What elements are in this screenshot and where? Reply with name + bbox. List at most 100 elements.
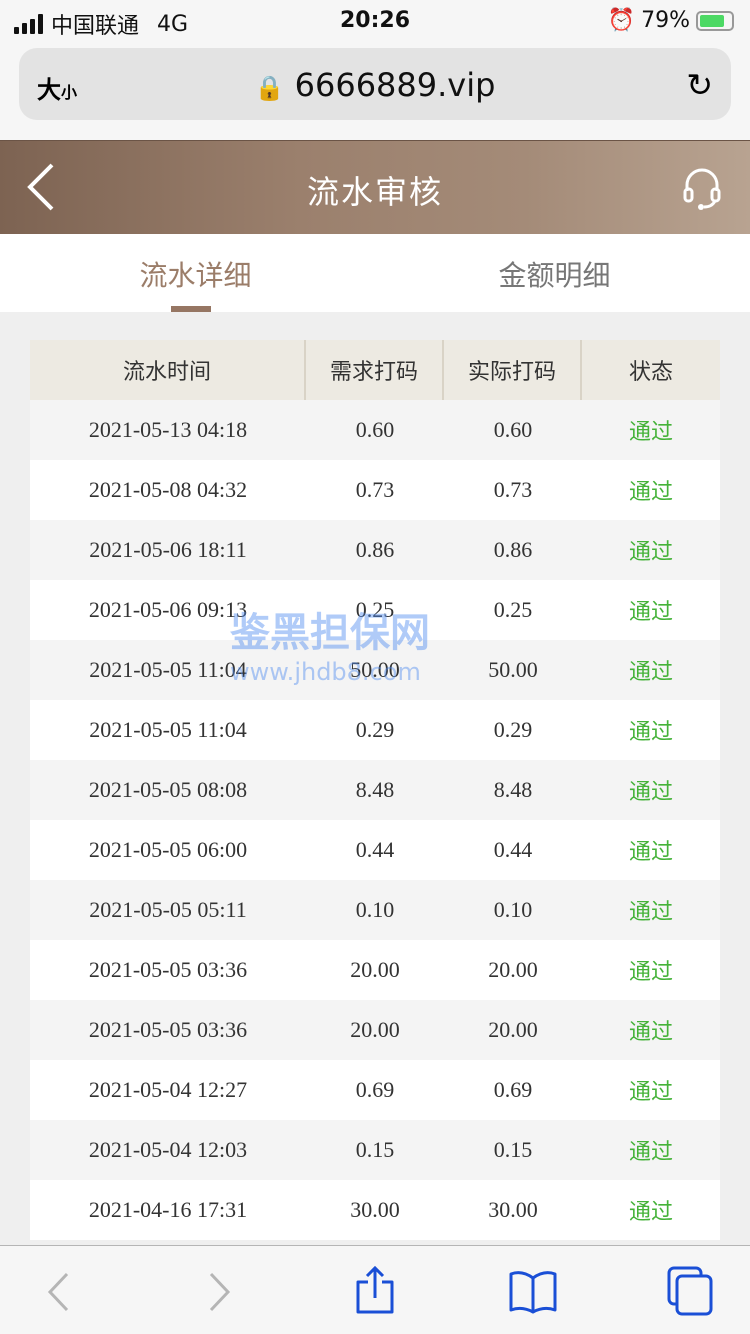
tab-flow-detail[interactable]: 流水详细 (139, 259, 252, 292)
status-cell: 通过 (628, 600, 673, 625)
actual-bet-cell: 0.86 (493, 537, 533, 562)
table-row: 2021-05-05 06:00 0.44 0.44 通过 (30, 820, 720, 880)
flow-time-cell: 2021-05-05 11:04 (89, 717, 247, 742)
flow-time-cell: 2021-05-04 12:27 (88, 1077, 248, 1102)
table-row: 2021-05-05 03:36 20.00 20.00 通过 (30, 1000, 720, 1060)
flow-table: 流水时间 需求打码 实际打码 状态 2021-05-13 04:18 0.60 0.… (30, 340, 720, 1240)
actual-bet-cell: 20.00 (488, 957, 538, 982)
status-cell: 通过 (628, 840, 673, 865)
required-bet-cell: 50.00 (350, 657, 400, 682)
actual-bet-cell: 0.25 (493, 597, 533, 622)
back-icon[interactable] (24, 161, 64, 213)
table-row: 2021-05-06 09:13 0.25 0.25 通过 (30, 580, 720, 640)
column-header: 流水时间 (30, 340, 306, 400)
required-bet-cell: 30.00 (350, 1197, 400, 1222)
flow-time-cell: 2021-05-05 05:11 (89, 897, 247, 922)
tabs-icon[interactable] (665, 1266, 715, 1316)
flow-time-cell: 2021-05-05 08:08 (88, 777, 248, 802)
customer-service-icon[interactable] (682, 165, 722, 211)
table-row: 2021-05-06 18:11 0.86 0.86 通过 (30, 520, 720, 580)
required-bet-cell: 0.60 (355, 417, 395, 442)
table-row: 2021-04-16 17:31 30.00 30.00 通过 (30, 1180, 720, 1240)
address-bar[interactable]: 大小 🔒 6666889.vip ↻ (19, 48, 731, 120)
required-bet-cell: 0.86 (355, 537, 395, 562)
network: 4G (157, 11, 189, 37)
url-text: 6666889.vip (294, 66, 496, 104)
required-bet-cell: 0.15 (355, 1137, 395, 1162)
flow-time-cell: 2021-04-16 17:31 (88, 1197, 248, 1222)
flow-time-cell: 2021-05-06 18:11 (89, 537, 247, 562)
table-row: 2021-05-05 08:08 8.48 8.48 通过 (30, 760, 720, 820)
tab-bar: 流水详细 金额明细 (0, 234, 750, 312)
text-size-large: 大 (37, 76, 61, 104)
status-cell: 通过 (628, 720, 673, 745)
actual-bet-cell: 0.60 (493, 417, 533, 442)
actual-bet-cell: 0.44 (493, 837, 533, 862)
actual-bet-cell: 50.00 (488, 657, 538, 682)
page-title: 流水审核 (306, 173, 443, 211)
flow-time-cell: 2021-05-04 12:03 (88, 1137, 248, 1162)
status-cell: 通过 (628, 960, 673, 985)
lock-icon: 🔒 (254, 74, 285, 102)
status-cell: 通过 (628, 660, 673, 685)
status-cell: 通过 (628, 540, 673, 565)
actual-bet-cell: 0.29 (493, 717, 533, 742)
status-cell: 通过 (628, 780, 673, 805)
required-bet-cell: 0.69 (355, 1077, 395, 1102)
browser-forward-icon[interactable] (194, 1266, 244, 1316)
alarm-icon: ⏰ (607, 8, 636, 33)
column-header: 实际打码 (444, 340, 582, 400)
page-header: 流水审核 (0, 140, 750, 234)
browser-toolbar (0, 1245, 750, 1334)
table-row: 2021-05-04 12:27 0.69 0.69 通过 (30, 1060, 720, 1120)
required-bet-cell: 0.10 (355, 897, 395, 922)
clock: 20:26 (339, 8, 411, 33)
status-cell: 通过 (628, 1140, 673, 1165)
required-bet-cell: 0.73 (355, 477, 395, 502)
table-row: 2021-05-13 04:18 0.60 0.60 通过 (30, 400, 720, 460)
flow-time-cell: 2021-05-08 04:32 (88, 477, 248, 502)
battery-icon (696, 10, 734, 31)
actual-bet-cell: 0.69 (493, 1077, 533, 1102)
actual-bet-cell: 8.48 (493, 777, 533, 802)
status-cell: 通过 (628, 420, 673, 445)
status-cell: 通过 (628, 480, 673, 505)
tab-amount-detail[interactable]: 金额明细 (498, 259, 611, 292)
status-cell: 通过 (628, 1020, 673, 1045)
flow-time-cell: 2021-05-05 03:36 (88, 957, 248, 982)
required-bet-cell: 20.00 (350, 957, 400, 982)
required-bet-cell: 0.29 (355, 717, 395, 742)
reload-icon[interactable]: ↻ (686, 66, 713, 104)
flow-time-cell: 2021-05-05 11:04 (89, 657, 247, 682)
active-tab-indicator (171, 306, 211, 312)
required-bet-cell: 0.25 (355, 597, 395, 622)
table-row: 2021-05-05 03:36 20.00 20.00 通过 (30, 940, 720, 1000)
table-row: 2021-05-05 11:04 50.00 50.00 通过 (30, 640, 720, 700)
table-header: 流水时间 需求打码 实际打码 状态 (30, 340, 720, 400)
flow-time-cell: 2021-05-06 09:13 (88, 597, 248, 622)
status-cell: 通过 (628, 1080, 673, 1105)
column-header: 状态 (628, 360, 673, 385)
actual-bet-cell: 0.73 (493, 477, 533, 502)
flow-time-cell: 2021-05-13 04:18 (88, 417, 248, 442)
actual-bet-cell: 0.10 (493, 897, 533, 922)
column-header: 需求打码 (306, 340, 444, 400)
carrier: 中国联通 (51, 14, 140, 39)
flow-time-cell: 2021-05-05 03:36 (88, 1017, 248, 1042)
required-bet-cell: 20.00 (350, 1017, 400, 1042)
text-size-small: 小 (61, 83, 78, 102)
status-cell: 通过 (628, 900, 673, 925)
actual-bet-cell: 0.15 (493, 1137, 533, 1162)
required-bet-cell: 0.44 (355, 837, 395, 862)
browser-back-icon[interactable] (34, 1266, 84, 1316)
status-cell: 通过 (628, 1200, 673, 1225)
text-size-button[interactable]: 大小 (37, 70, 77, 105)
signal-icon (14, 14, 43, 34)
status-bar: 中国联通 4G 20:26 ⏰ 79% (0, 0, 750, 44)
table-row: 2021-05-05 05:11 0.10 0.10 通过 (30, 880, 720, 940)
required-bet-cell: 8.48 (355, 777, 395, 802)
share-icon[interactable] (350, 1266, 400, 1316)
battery-percent: 79% (641, 8, 690, 33)
bookmarks-icon[interactable] (508, 1266, 558, 1316)
table-row: 2021-05-04 12:03 0.15 0.15 通过 (30, 1120, 720, 1180)
